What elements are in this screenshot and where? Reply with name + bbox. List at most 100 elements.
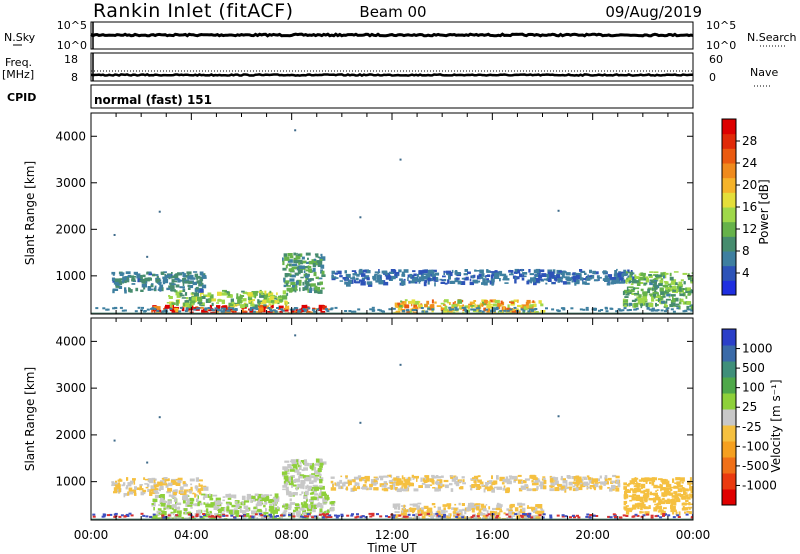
power-cell bbox=[194, 292, 199, 297]
power-cell bbox=[182, 288, 186, 292]
power-cell bbox=[295, 256, 299, 260]
power-cell bbox=[257, 299, 260, 303]
power-cell bbox=[443, 270, 446, 273]
velocity-cell bbox=[656, 498, 662, 501]
power-cell bbox=[200, 280, 203, 284]
power-cell bbox=[657, 292, 659, 296]
power-cell bbox=[366, 281, 373, 285]
power-cell bbox=[596, 275, 600, 279]
velocity-cell bbox=[482, 508, 487, 512]
velocity-cell bbox=[285, 489, 290, 493]
velocity-cell bbox=[369, 483, 373, 488]
power-cell bbox=[257, 300, 264, 305]
velocity-cell bbox=[453, 515, 456, 518]
power-cell bbox=[673, 271, 679, 273]
power-cell bbox=[397, 307, 401, 311]
power-cell bbox=[196, 280, 200, 284]
velocity-cell bbox=[183, 490, 187, 495]
velocity-cell bbox=[340, 486, 343, 489]
velocity-ytick-label: 1000 bbox=[55, 475, 86, 489]
velocity-cell bbox=[229, 502, 232, 506]
power-cell bbox=[418, 280, 421, 284]
velocity-ground-cell bbox=[586, 513, 590, 516]
power-cell bbox=[629, 274, 632, 278]
velocity-ground-cell bbox=[376, 513, 379, 516]
power-ground-cell bbox=[560, 307, 564, 310]
velocity-cell bbox=[521, 481, 524, 484]
velocity-cell bbox=[449, 483, 453, 486]
velocity-cell bbox=[274, 493, 279, 498]
velocity-cell bbox=[275, 501, 278, 505]
velocity-cell bbox=[600, 481, 604, 485]
velocity-cell bbox=[638, 498, 644, 500]
velocity-cell bbox=[281, 471, 288, 475]
power-cell bbox=[510, 301, 515, 304]
velocity-cell bbox=[383, 475, 389, 478]
velocity-cell bbox=[215, 506, 220, 511]
power-cell bbox=[155, 274, 159, 276]
velocity-cell bbox=[471, 484, 476, 489]
velocity-cell bbox=[389, 484, 393, 490]
power-cell bbox=[308, 289, 312, 293]
power-cell bbox=[544, 273, 550, 278]
power-cell bbox=[272, 302, 275, 305]
power-cell bbox=[509, 301, 511, 303]
velocity-ground-cell bbox=[274, 515, 278, 518]
velocity-cell bbox=[257, 495, 262, 500]
velocity-cell bbox=[596, 478, 600, 482]
power-cell bbox=[163, 309, 166, 311]
power-cell bbox=[289, 289, 293, 293]
power-cell bbox=[579, 277, 584, 281]
velocity-cell bbox=[403, 485, 407, 489]
power-cell bbox=[613, 273, 618, 277]
power-cell bbox=[590, 274, 595, 279]
velocity-cell bbox=[424, 484, 431, 489]
velocity-cell bbox=[283, 481, 289, 486]
velocity-cell bbox=[505, 476, 509, 481]
velocity-cell bbox=[462, 508, 466, 512]
velocity-colorbar-tick-label: -1000 bbox=[742, 478, 777, 492]
power-cell bbox=[632, 276, 635, 280]
power-cell bbox=[286, 292, 289, 296]
power-ground-cell bbox=[650, 309, 654, 312]
velocity-cell bbox=[488, 486, 494, 490]
power-cell bbox=[456, 277, 460, 280]
velocity-cell bbox=[144, 483, 148, 485]
power-cell bbox=[312, 261, 316, 266]
power-ground-cell bbox=[666, 307, 670, 310]
power-cell bbox=[352, 276, 355, 280]
velocity-cell bbox=[274, 498, 277, 503]
velocity-ground-cell bbox=[577, 516, 581, 519]
power-cell bbox=[419, 277, 425, 282]
power-ground-cell bbox=[388, 308, 392, 311]
power-cell bbox=[625, 293, 630, 296]
velocity-cell bbox=[245, 514, 250, 517]
power-cell bbox=[246, 292, 248, 295]
velocity-cell bbox=[201, 484, 203, 489]
power-cell bbox=[625, 279, 629, 282]
power-cell bbox=[502, 306, 506, 311]
velocity-cell bbox=[300, 502, 303, 505]
velocity-cell bbox=[353, 485, 356, 490]
power-cell bbox=[675, 303, 680, 306]
power-cell bbox=[476, 309, 478, 312]
velocity-cell bbox=[235, 504, 240, 508]
velocity-ground-cell bbox=[325, 516, 329, 519]
power-cell bbox=[170, 289, 176, 292]
power-cell bbox=[502, 273, 507, 277]
power-cell bbox=[264, 290, 267, 295]
velocity-ground-cell bbox=[268, 513, 272, 516]
power-cell bbox=[360, 281, 366, 286]
power-cell bbox=[151, 309, 153, 313]
power-cell bbox=[653, 279, 658, 282]
power-cell bbox=[199, 279, 202, 284]
velocity-cell bbox=[433, 513, 436, 517]
velocity-cell bbox=[499, 476, 505, 482]
velocity-cell bbox=[184, 482, 187, 485]
power-cell bbox=[445, 270, 452, 274]
power-cell bbox=[201, 284, 207, 289]
velocity-ground-cell bbox=[335, 516, 339, 519]
velocity-cell bbox=[530, 474, 536, 478]
velocity-cell bbox=[499, 510, 503, 513]
power-cell bbox=[427, 273, 431, 276]
